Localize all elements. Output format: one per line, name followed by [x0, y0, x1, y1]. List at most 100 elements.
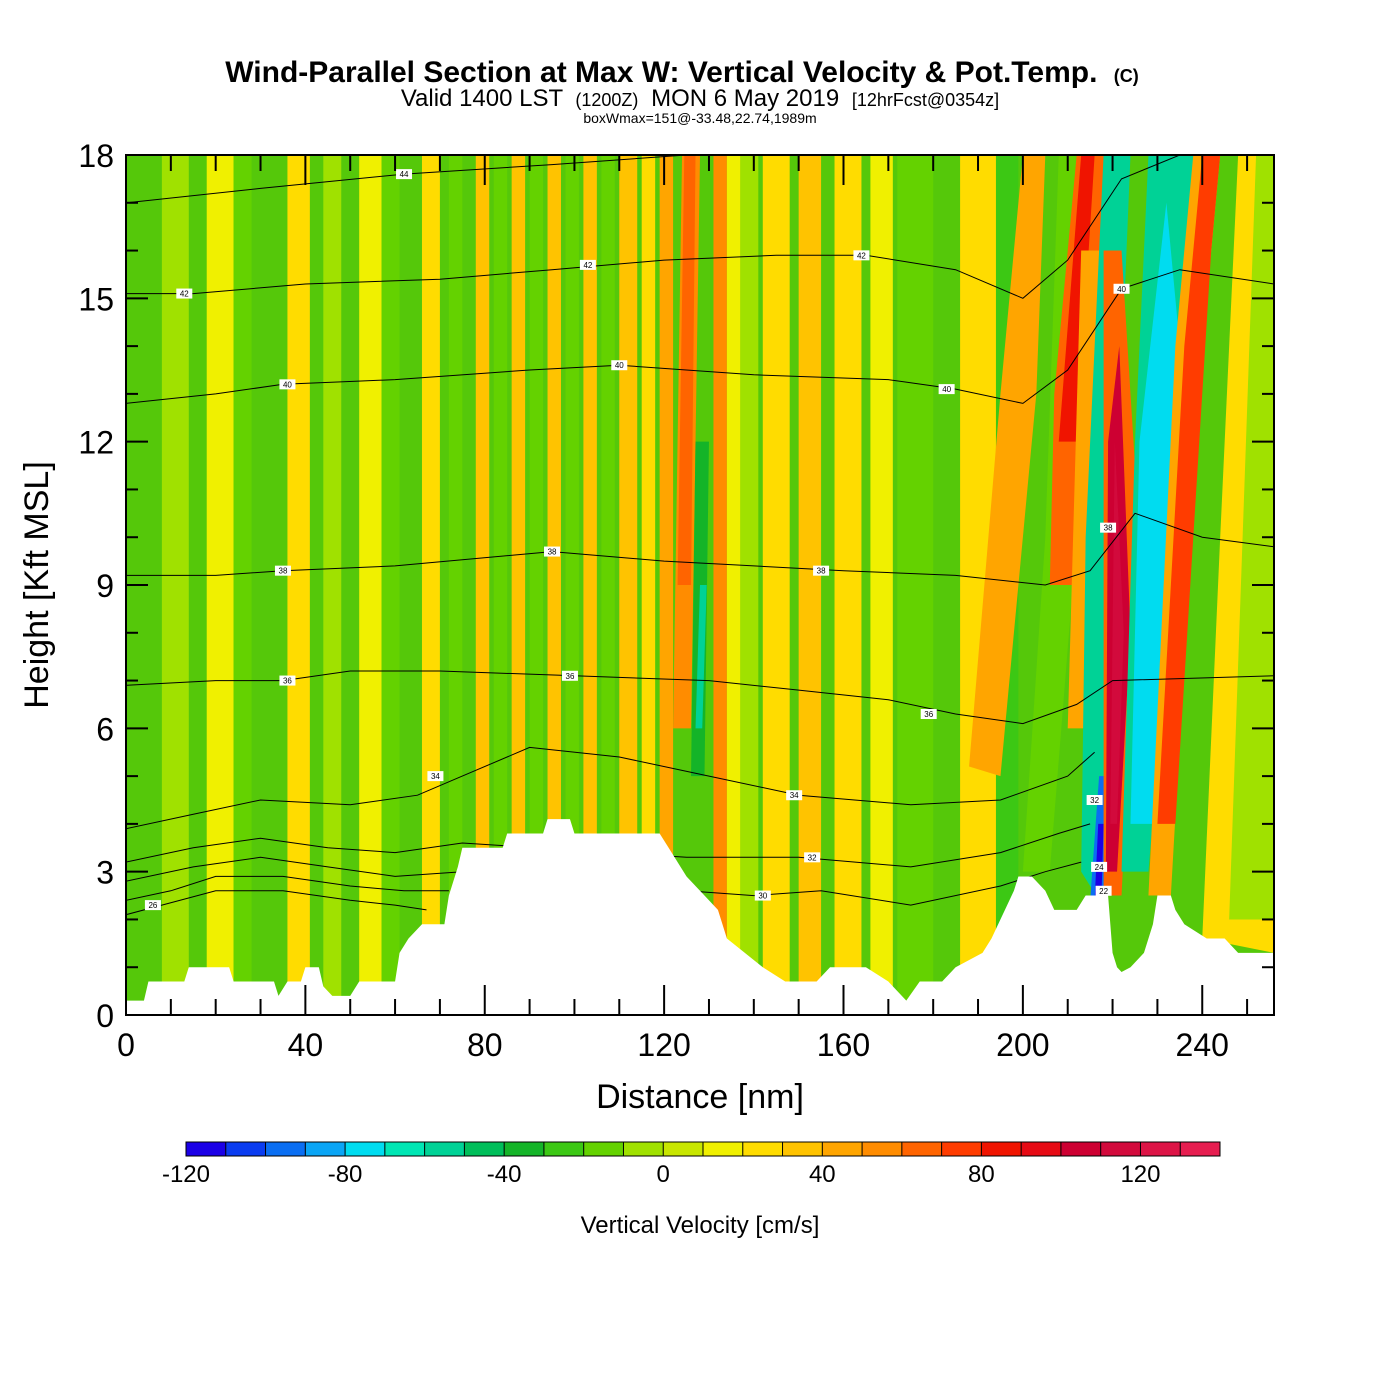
- x-tick-label: 240: [1176, 1027, 1229, 1063]
- chart-subtitle: Valid 1400 LST (1200Z) MON 6 May 2019 [1…: [401, 85, 999, 112]
- contour-label: 40: [283, 380, 292, 389]
- velocity-band: [448, 155, 463, 1015]
- plot-area: 26 30 32 34 34 36 36 36 38 38 38 38 40 40 40 40 42 42 42 44…: [126, 155, 1274, 1015]
- copyright-mark: (C): [1114, 66, 1139, 86]
- colorbar-swatch: [265, 1142, 306, 1156]
- contour-label-bg: [1100, 522, 1117, 533]
- colorbar-tick-label: 40: [809, 1161, 836, 1188]
- colorbar-label: Vertical Velocity [cm/s]: [581, 1212, 820, 1239]
- colorbar-swatch: [1100, 1142, 1141, 1156]
- terrain-mask: [126, 819, 1274, 1015]
- y-tick-label: 3: [96, 855, 114, 891]
- y-tick-label: 18: [78, 138, 114, 174]
- colorbar-swatch: [1180, 1142, 1221, 1156]
- velocity-cell: [1157, 155, 1221, 824]
- velocity-band: [798, 155, 822, 1015]
- velocity-band: [897, 155, 934, 1015]
- contour-label: 36: [566, 672, 575, 681]
- y-tick-label: 6: [96, 711, 114, 747]
- contour-label: 36: [283, 677, 292, 686]
- colorbar-swatch: [225, 1142, 267, 1156]
- contour-label-bg: [279, 675, 296, 686]
- y-tick-label: 12: [78, 425, 114, 461]
- velocity-cell: [1130, 202, 1185, 824]
- contour-label-bg: [804, 852, 821, 863]
- colorbar-swatch: [623, 1142, 664, 1156]
- contour-label-bg: [279, 379, 296, 390]
- contour-label: 40: [615, 361, 624, 370]
- contour-label-bg: [853, 250, 870, 261]
- contour-label-bg: [1091, 861, 1108, 872]
- subtitle-valid: Valid 1400 LST: [401, 85, 564, 112]
- contour-label-bg: [176, 288, 193, 299]
- colorbar-swatch: [901, 1142, 943, 1156]
- colorbar-swatch: [1021, 1142, 1062, 1156]
- x-tick-label: 160: [817, 1027, 870, 1063]
- contour-label: 40: [942, 385, 951, 394]
- theta-contour-28: [126, 875, 449, 901]
- colorbar-swatch: [186, 1142, 227, 1156]
- colorbar-swatch: [583, 1142, 624, 1156]
- theta-contour-34: [126, 746, 1095, 830]
- contour-label: 30: [758, 892, 767, 901]
- velocity-band: [834, 155, 862, 1015]
- x-axis: 0 40 80 120 160 200 240: [117, 155, 1249, 1063]
- colorbar-tick-label: 0: [657, 1161, 670, 1188]
- velocity-band: [359, 155, 382, 1015]
- velocity-cell: [695, 585, 707, 729]
- colorbar-tick-label: -40: [487, 1161, 522, 1188]
- velocity-band: [381, 155, 400, 1015]
- colorbar: -120 -80 -40 0 40 80 120: [162, 1141, 1221, 1188]
- colorbar-swatch: [384, 1142, 426, 1156]
- contour-label: 24: [1095, 863, 1104, 872]
- colorbar-swatch: [981, 1142, 1022, 1156]
- contour-label: 38: [548, 548, 557, 557]
- y-tick-label: 0: [96, 998, 114, 1034]
- velocity-band: [421, 155, 440, 1015]
- contour-label-bg: [579, 259, 596, 270]
- colorbar-swatch: [345, 1142, 386, 1156]
- colorbar-tick-label: -120: [162, 1161, 210, 1188]
- y-tick-label: 9: [96, 568, 114, 604]
- contour-label: 38: [279, 567, 288, 576]
- contour-label: 42: [180, 290, 189, 299]
- theta-contour-labels: 26 30 32 34 34 36 36 36 38 38 38 38 40 40 40 40 42 42 42 44…: [144, 169, 1130, 911]
- velocity-band: [511, 155, 526, 1015]
- velocity-band: [740, 155, 759, 1015]
- colorbar-swatch: [305, 1142, 346, 1156]
- colorbar-tick-label: 80: [968, 1161, 995, 1188]
- contour-label: 32: [808, 853, 817, 862]
- velocity-band: [870, 155, 893, 1015]
- contour-label-bg: [938, 384, 955, 395]
- contour-label: 38: [1104, 524, 1113, 533]
- contour-label-bg: [1086, 795, 1103, 805]
- theta-contour-26: [126, 890, 427, 916]
- velocity-band: [206, 155, 234, 1015]
- theta-contour-42: [126, 155, 1180, 299]
- contour-label: 22: [1099, 887, 1108, 896]
- contour-label-bg: [1113, 283, 1130, 294]
- x-axis-label: Distance [nm]: [596, 1078, 804, 1116]
- contour-label: 26: [148, 901, 157, 910]
- contour-label: 34: [431, 772, 440, 781]
- colorbar-swatch: [1060, 1142, 1102, 1156]
- subtitle-forecast: [12hrFcst@0354z]: [852, 90, 999, 110]
- contour-label: 32: [1090, 796, 1099, 805]
- velocity-band: [762, 155, 790, 1015]
- velocity-band: [641, 155, 656, 1015]
- velocity-band: [475, 155, 490, 1015]
- title-block: Wind-Parallel Section at Max W: Vertical…: [225, 56, 1139, 126]
- colorbar-swatch: [663, 1142, 704, 1156]
- contour-label-bg: [544, 546, 561, 557]
- subtitle-date: MON 6 May 2019: [651, 85, 839, 112]
- colorbar-swatch: [1140, 1142, 1181, 1156]
- contour-label: 40: [1117, 285, 1126, 294]
- contour-label-bg: [611, 360, 628, 371]
- colorbar-tick-label: 120: [1120, 1161, 1160, 1188]
- x-tick-label: 200: [996, 1027, 1049, 1063]
- colorbar-swatch: [464, 1142, 505, 1156]
- x-tick-label: 0: [117, 1027, 135, 1063]
- contour-label: 42: [857, 251, 866, 260]
- colorbar-swatch: [941, 1142, 982, 1156]
- velocity-band: [583, 155, 597, 1015]
